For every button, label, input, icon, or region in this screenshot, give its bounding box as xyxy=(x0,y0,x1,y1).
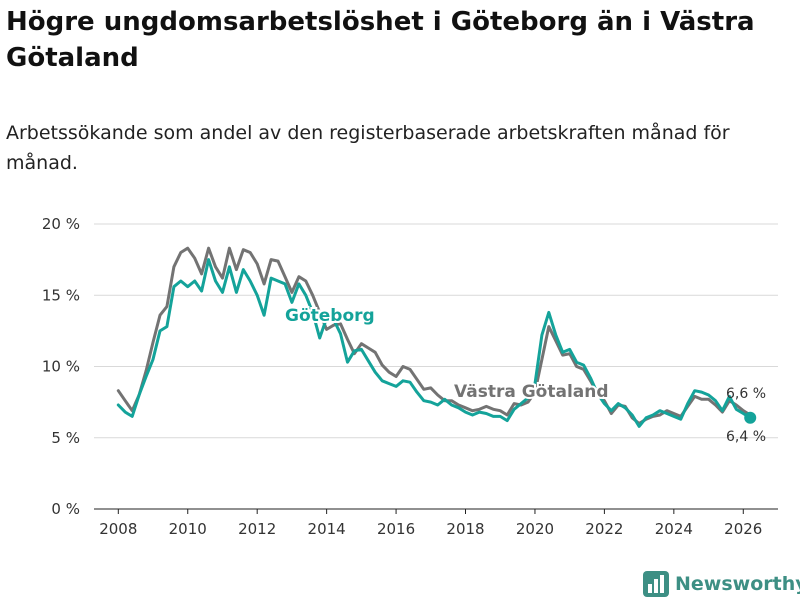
y-tick-label: 10 % xyxy=(42,358,80,376)
x-tick-label: 2024 xyxy=(655,520,693,538)
x-tick-label: 2018 xyxy=(446,520,484,538)
x-tick-label: 2008 xyxy=(99,520,137,538)
newsworthy-logo: Newsworthy xyxy=(643,570,800,598)
x-tick-label: 2014 xyxy=(308,520,346,538)
brand-name: Newsworthy xyxy=(675,573,800,595)
chart-subtitle: Arbetssökande som andel av den registerb… xyxy=(6,122,730,174)
y-tick-label: 5 % xyxy=(51,429,80,447)
x-tick-label: 2012 xyxy=(238,520,276,538)
y-tick-label: 0 % xyxy=(51,500,80,518)
series-lines xyxy=(116,246,752,428)
y-tick-label: 15 % xyxy=(42,286,80,304)
series-labels: Västra Götaland Göteborg 6,6 % 6,4 % xyxy=(283,304,766,445)
bar-chart-icon xyxy=(643,571,669,597)
gridlines xyxy=(94,223,778,439)
x-tick-label: 2022 xyxy=(585,520,623,538)
x-tick-label: 2026 xyxy=(724,520,762,538)
y-tick-label: 20 % xyxy=(42,215,80,233)
series-label-vastra-gotaland: Västra Götaland xyxy=(454,382,609,402)
series-label-goteborg: Göteborg xyxy=(285,306,375,326)
series-line-g-teborg xyxy=(116,258,752,428)
axes: 0 % 5 % 10 % 15 % 20 % 2008 2010 2012 2014 2016 20… xyxy=(42,215,778,538)
chart-title: Högre ungdomsarbetslöshet i Göteborg än … xyxy=(6,7,755,73)
end-value-goteborg: 6,4 % xyxy=(726,429,766,445)
x-tick-label: 2020 xyxy=(516,520,554,538)
endpoint-marker-goteborg xyxy=(744,411,757,424)
x-tick-label: 2010 xyxy=(169,520,207,538)
end-value-vastra-gotaland: 6,6 % xyxy=(726,386,766,402)
x-tick-label: 2016 xyxy=(377,520,415,538)
